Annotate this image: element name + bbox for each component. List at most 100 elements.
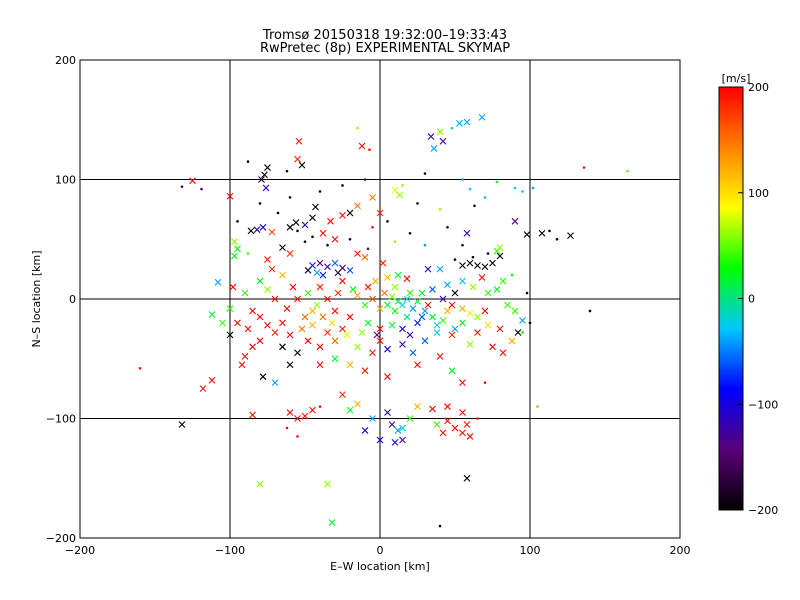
data-point-x [379,259,387,267]
data-point-x [421,337,429,345]
data-point-x [319,313,327,321]
data-point-x [208,376,216,384]
grid-lines [80,60,680,538]
data-point-x [376,337,384,345]
data-point-x [418,313,426,321]
data-points [138,113,629,528]
data-point-x [427,133,435,140]
x-axis-ticks: −200 −100 0 100 200 [65,60,691,557]
data-point-x [339,211,346,219]
data-point-x [466,309,474,317]
data-point-x [331,337,339,345]
data-point-x [369,194,376,201]
data-point-x [286,331,294,339]
data-point-x [208,311,216,318]
data-point-x [279,271,286,279]
data-point-x [511,217,519,225]
data-point-x [294,415,301,422]
data-point-dot [258,202,262,205]
data-point-x [456,119,463,127]
data-point-x [331,307,339,315]
data-point-x [384,345,391,353]
data-point-x [339,391,346,398]
data-point-x [304,289,312,297]
data-point-x [241,289,249,297]
data-point-x [394,298,402,305]
y-axis-label: N–S location [km] [30,250,43,347]
data-point-x [264,256,271,263]
data-point-x [459,305,466,312]
data-point-x [396,191,403,199]
data-point-x [418,289,426,297]
y-tick-label: 100 [55,174,76,187]
data-point-x [313,301,321,309]
data-point-x [514,329,522,336]
data-point-x [256,277,264,285]
data-point-x [309,321,316,329]
data-point-x [388,421,396,428]
data-point-dot [408,231,412,235]
data-point-x [319,229,327,237]
data-point-dot [401,184,404,187]
data-point-x [466,341,474,348]
data-point-dot [366,247,370,251]
data-point-x [459,409,466,416]
colorbar-tick-label: −200 [748,504,778,517]
data-point-x [178,421,186,428]
data-point-x [474,262,481,269]
data-point-x [313,269,321,277]
x-axis-label: E–W location [km] [330,560,430,573]
x-tick-label: 0 [377,544,384,557]
data-point-x [346,406,354,414]
data-point-x [334,269,342,277]
data-point-x [459,379,466,387]
data-point-dot [626,169,629,173]
data-point-dot [368,148,371,151]
data-point-dot [453,258,457,261]
data-point-x [219,319,226,327]
data-point-dot [525,291,529,295]
chart-title: Tromsø 20150318 19:32:00–19:33:43 [262,28,507,43]
data-point-x [324,295,331,303]
data-point-x [312,203,319,211]
data-point-x [286,250,294,257]
data-point-dot [486,252,490,255]
data-point-x [361,253,369,261]
data-point-x [444,403,451,410]
data-point-x [466,433,474,440]
data-point-dot [483,196,487,199]
x-tick-label: 100 [520,544,541,557]
data-point-x [391,439,399,446]
data-point-x [354,343,361,351]
data-point-dot [341,184,344,187]
data-point-x [301,221,309,229]
data-point-x [304,266,312,274]
colorbar-ticks: −200 −100 0 100 200 [738,81,778,517]
data-point-x [262,184,270,192]
data-point-x [459,262,466,269]
data-point-x [328,519,336,526]
data-point-dot [326,243,329,247]
data-point-x [439,137,447,145]
data-point-x [372,277,379,285]
data-point-dot [246,160,250,163]
data-point-x [346,209,354,217]
data-point-dot [423,172,427,175]
data-point-x [231,238,238,246]
data-point-dot [138,367,142,370]
data-point-x [289,283,297,291]
data-point-x [384,409,391,416]
data-point-x [493,286,501,293]
data-point-x [298,161,306,169]
data-point-x [249,307,256,315]
data-point-x [234,245,241,253]
data-point-x [399,424,406,432]
data-point-x [484,289,492,297]
data-point-x [261,171,268,179]
data-point-x [226,192,234,200]
data-point-x [567,232,574,240]
y-tick-label: 200 [55,54,76,67]
data-point-x [403,275,411,283]
data-point-dot [318,190,322,193]
data-point-dot [438,524,442,528]
